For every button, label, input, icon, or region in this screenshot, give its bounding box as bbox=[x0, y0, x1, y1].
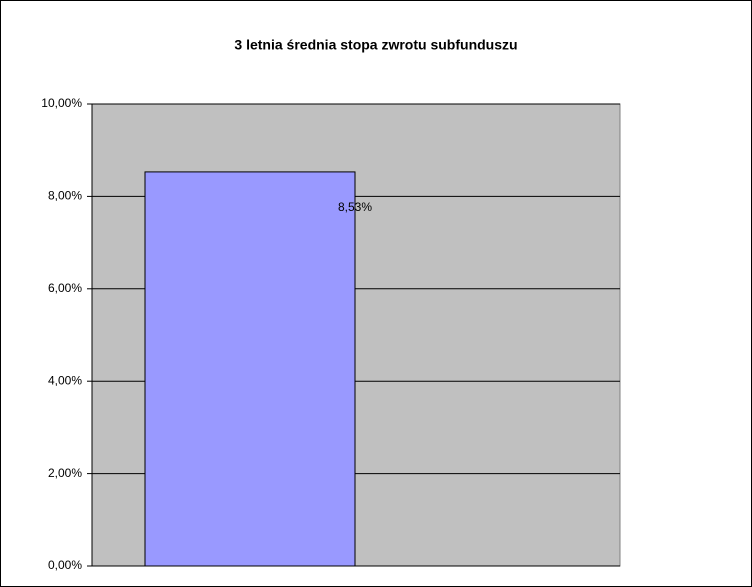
y-tick-label: 8,00% bbox=[48, 189, 82, 203]
chart-title: 3 letnia średnia stopa zwrotu subfundusz… bbox=[234, 37, 517, 53]
y-tick-label: 6,00% bbox=[48, 281, 82, 295]
y-tick-label: 10,00% bbox=[41, 96, 82, 110]
data-label: 8,53% bbox=[338, 200, 372, 214]
y-tick-label: 4,00% bbox=[48, 373, 82, 387]
bar bbox=[144, 171, 356, 567]
y-tick-label: 2,00% bbox=[48, 466, 82, 480]
y-tick-label: 0,00% bbox=[48, 558, 82, 572]
